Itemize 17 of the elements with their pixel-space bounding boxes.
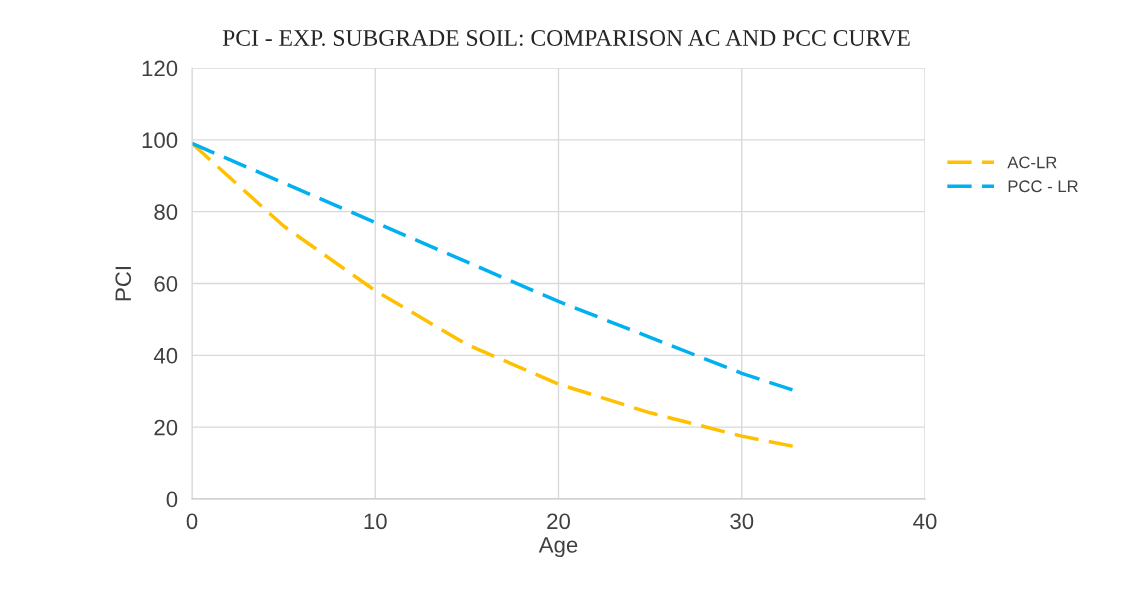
chart-title: PCI - EXP. SUBGRADE SOIL: COMPARISON AC AND PCC CURVE [222,30,910,47]
y-tick-label: 60 [154,276,178,292]
y-tick-label: 120 [142,60,178,77]
y-tick-label: 80 [154,204,178,220]
legend-label: AC-LR [1007,156,1057,169]
y-tick-label: 100 [142,132,178,149]
x-tick-label: 40 [913,513,937,530]
x-tick-label: 10 [364,513,387,530]
y-tick-label: 0 [166,491,178,508]
x-tick-label: 20 [547,513,570,530]
x-axis-title: Age [538,537,578,558]
x-tick-label: 0 [186,513,198,530]
legend-label: PCC - LR [1008,180,1078,193]
y-tick-label: 20 [154,419,178,436]
x-tick-label: 30 [730,513,754,530]
y-tick-label: 40 [153,347,178,364]
y-axis-title: PCI [115,267,132,301]
